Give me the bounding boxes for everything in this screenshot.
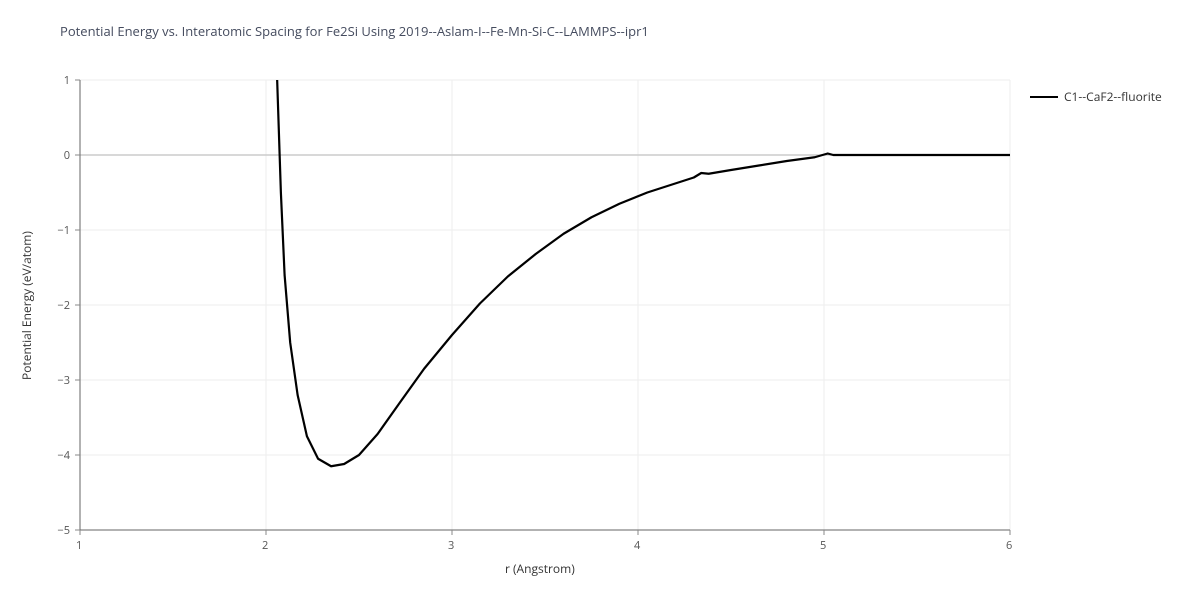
x-tick-label: 5 xyxy=(820,538,826,553)
legend-swatch xyxy=(1030,96,1058,98)
legend: C1--CaF2--fluorite xyxy=(1030,88,1162,105)
y-tick-label: 0 xyxy=(64,148,70,163)
x-tick-label: 6 xyxy=(1006,538,1012,553)
legend-label: C1--CaF2--fluorite xyxy=(1064,88,1162,105)
x-tick-label: 2 xyxy=(262,538,268,553)
y-tick-label: −1 xyxy=(57,223,70,238)
x-tick-label: 1 xyxy=(76,538,82,553)
plot-area xyxy=(0,0,1200,600)
y-tick-label: 1 xyxy=(64,73,70,88)
y-tick-label: −3 xyxy=(57,373,70,388)
y-tick-label: −5 xyxy=(57,523,70,538)
y-tick-label: −4 xyxy=(57,448,70,463)
x-tick-label: 3 xyxy=(448,538,454,553)
x-tick-label: 4 xyxy=(634,538,640,553)
series-line xyxy=(270,0,1010,466)
y-tick-label: −2 xyxy=(57,298,70,313)
chart-container: Potential Energy vs. Interatomic Spacing… xyxy=(0,0,1200,600)
